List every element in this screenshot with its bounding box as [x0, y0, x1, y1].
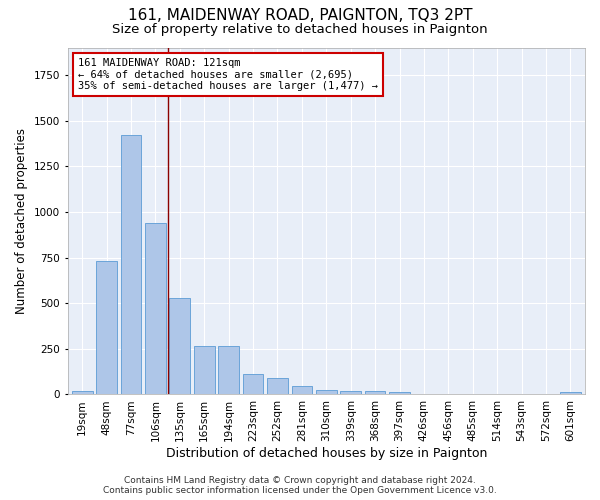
Text: Contains HM Land Registry data © Crown copyright and database right 2024.
Contai: Contains HM Land Registry data © Crown c… [103, 476, 497, 495]
Bar [121, 135, 142, 394]
Bar [169, 298, 190, 394]
Bar [292, 386, 312, 394]
Bar [145, 223, 166, 394]
Bar [218, 346, 239, 395]
Text: 161, MAIDENWAY ROAD, PAIGNTON, TQ3 2PT: 161, MAIDENWAY ROAD, PAIGNTON, TQ3 2PT [128, 8, 472, 22]
Bar [365, 391, 385, 394]
Bar [96, 261, 117, 394]
Bar [316, 390, 337, 394]
Bar [560, 392, 581, 394]
Bar [267, 378, 288, 394]
Bar [72, 391, 92, 394]
Y-axis label: Number of detached properties: Number of detached properties [15, 128, 28, 314]
Text: 161 MAIDENWAY ROAD: 121sqm
← 64% of detached houses are smaller (2,695)
35% of s: 161 MAIDENWAY ROAD: 121sqm ← 64% of deta… [78, 58, 378, 91]
Bar [194, 346, 215, 395]
X-axis label: Distribution of detached houses by size in Paignton: Distribution of detached houses by size … [166, 447, 487, 460]
Bar [340, 391, 361, 394]
Text: Size of property relative to detached houses in Paignton: Size of property relative to detached ho… [112, 22, 488, 36]
Bar [389, 392, 410, 394]
Bar [242, 374, 263, 394]
